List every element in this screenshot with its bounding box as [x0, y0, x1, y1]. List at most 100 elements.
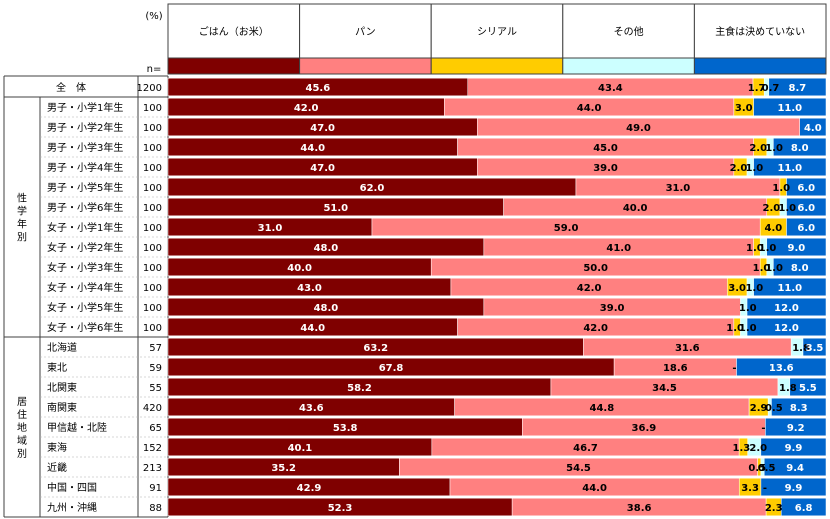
bar-segment	[773, 137, 827, 157]
row-label: 九州・沖縄	[47, 501, 97, 514]
data-label: 3.5	[806, 343, 824, 354]
data-label: 2.0	[749, 143, 767, 154]
data-label: -	[732, 363, 736, 374]
data-label: 31.0	[258, 223, 283, 234]
data-label: 4.0	[765, 223, 783, 234]
data-label: 6.8	[795, 503, 813, 514]
row-n: 100	[143, 203, 162, 214]
data-label: 43.4	[598, 83, 623, 94]
data-label: 1.7	[748, 83, 766, 94]
data-label: 47.0	[310, 163, 335, 174]
data-label: 67.8	[379, 363, 404, 374]
row-n: 57	[149, 343, 162, 354]
data-label: 43.6	[299, 403, 324, 414]
data-label: 40.1	[288, 443, 313, 454]
row-label: 男子・小学4年生	[47, 161, 123, 174]
data-label: 34.5	[652, 383, 677, 394]
data-label: 12.0	[774, 303, 799, 314]
data-label: -	[763, 483, 767, 494]
legend-swatch	[693, 57, 827, 75]
bar-segment	[768, 77, 827, 97]
row-label: 南関東	[47, 401, 77, 414]
data-label: 44.0	[300, 323, 325, 334]
row-label: 甲信越・北陸	[47, 421, 107, 434]
data-label: 1.3	[733, 443, 751, 454]
data-label: 9.4	[786, 463, 804, 474]
bar-segment	[786, 197, 827, 217]
data-label: 0.5	[748, 463, 766, 474]
data-label: 2.0	[730, 163, 748, 174]
bar-segment	[753, 97, 827, 117]
data-label: 9.0	[788, 243, 806, 254]
data-label: 1.0	[759, 243, 777, 254]
data-label: 45.0	[593, 143, 618, 154]
row-n: 100	[143, 103, 162, 114]
row-n: 100	[143, 143, 162, 154]
data-label: 9.2	[787, 423, 805, 434]
data-label: 1.8	[792, 343, 810, 354]
legend-label: 主食は決めていない	[715, 25, 805, 38]
data-label: 1.8	[779, 383, 797, 394]
group-label: 居住地域別	[17, 396, 27, 460]
row-label: 北海道	[47, 341, 77, 354]
data-label: 1.0	[772, 183, 790, 194]
data-label: 44.0	[577, 103, 602, 114]
legend-swatch	[562, 57, 695, 75]
row-label: 女子・小学1年生	[47, 221, 123, 234]
data-label: 42.0	[583, 323, 608, 334]
data-label: 41.0	[606, 243, 631, 254]
data-label: 42.0	[294, 103, 319, 114]
data-label: 48.0	[314, 243, 339, 254]
row-n: 100	[143, 123, 162, 134]
bar-segment	[781, 497, 827, 517]
row-label: 男子・小学2年生	[47, 121, 123, 134]
row-n: 55	[149, 383, 162, 394]
legend-box	[430, 3, 564, 59]
data-label: 11.0	[777, 103, 802, 114]
bar-segment	[753, 157, 827, 177]
row-label: 近畿	[47, 461, 67, 474]
data-label: 47.0	[310, 123, 335, 134]
data-label: 40.0	[623, 203, 648, 214]
row-label: 東北	[47, 361, 67, 374]
data-label: 53.8	[333, 423, 358, 434]
bar-segment	[766, 237, 827, 257]
data-label: 62.0	[360, 183, 385, 194]
legend-label: その他	[614, 25, 644, 38]
data-label: 1.0	[753, 263, 771, 274]
row-label: 女子・小学5年生	[47, 301, 123, 314]
data-label: 2.0	[763, 203, 781, 214]
bar-segment	[753, 277, 827, 297]
row-n: 100	[143, 283, 162, 294]
data-label: 4.0	[804, 123, 822, 134]
data-label: 45.6	[306, 83, 331, 94]
data-label: 1.0	[726, 323, 744, 334]
row-label: 男子・小学6年生	[47, 201, 123, 214]
data-label: 59.0	[554, 223, 579, 234]
group-label: 性学年別	[17, 192, 27, 244]
legend-label: ごはん（お米）	[199, 25, 269, 38]
bar-segment	[746, 297, 827, 317]
data-label: 9.9	[785, 483, 803, 494]
data-label: 1.0	[745, 283, 763, 294]
data-label: 52.3	[328, 503, 353, 514]
data-label: 6.0	[797, 203, 815, 214]
row-n: 100	[143, 263, 162, 274]
data-label: 42.9	[297, 483, 322, 494]
row-label: 女子・小学2年生	[47, 241, 123, 254]
legend-box	[562, 3, 695, 59]
bar-segment	[786, 177, 827, 197]
data-label: 0.5	[758, 463, 776, 474]
data-label: 2.0	[749, 443, 767, 454]
legend-box	[299, 3, 432, 59]
row-n: 91	[149, 483, 162, 494]
data-label: 0.5	[765, 403, 783, 414]
bar-segment	[802, 337, 827, 357]
data-label: 42.0	[577, 283, 602, 294]
data-label: 54.5	[566, 463, 591, 474]
data-label: 58.2	[347, 383, 372, 394]
unit-label: (%)	[145, 11, 162, 22]
data-label: 36.9	[632, 423, 657, 434]
data-label: 1.0	[746, 243, 764, 254]
